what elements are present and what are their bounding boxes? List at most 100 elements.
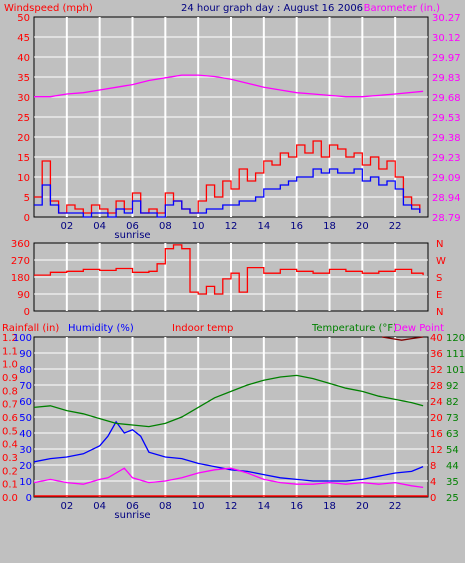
- humidity-y-tick: 20: [19, 461, 32, 472]
- humidity-y-tick: 70: [19, 381, 32, 392]
- temp-f-y-tick: 101: [446, 365, 465, 376]
- barometer-y-tick: 29.38: [432, 133, 461, 144]
- rain-y-tick: 1.1: [2, 346, 18, 357]
- x-tick-label: 14: [257, 221, 270, 232]
- rain-y-tick: 0.1: [2, 480, 18, 491]
- barometer-y-tick: 29.97: [432, 53, 461, 64]
- rain-y-tick: 0.8: [2, 386, 18, 397]
- x-tick-label: 08: [159, 221, 172, 232]
- wind-y-tick: 15: [17, 153, 30, 164]
- x-tick-label: 02: [60, 221, 73, 232]
- wind-y-tick: 0: [24, 213, 30, 224]
- x-tick-label: 20: [356, 501, 369, 512]
- x-tick-label: 12: [225, 221, 238, 232]
- temp-f-y-tick: 35: [446, 477, 459, 488]
- barometer-y-tick: 28.79: [432, 213, 461, 224]
- humidity-y-tick: 80: [19, 365, 32, 376]
- temp-c-y-tick: 16: [430, 429, 443, 440]
- humidity-y-tick: 30: [19, 445, 32, 456]
- sunrise-label: sunrise: [114, 510, 150, 521]
- temp-c-y-tick: 36: [430, 349, 443, 360]
- x-tick-label: 20: [356, 221, 369, 232]
- x-tick-label: 08: [159, 501, 172, 512]
- temp-c-y-tick: 12: [430, 445, 443, 456]
- temp-c-y-tick: 28: [430, 381, 443, 392]
- temp-c-y-tick: 24: [430, 397, 443, 408]
- x-tick-label: 06: [126, 501, 139, 512]
- barometer-y-tick: 30.27: [432, 13, 461, 24]
- wind-y-tick: 5: [24, 193, 30, 204]
- barometer-y-tick: 28.94: [432, 193, 461, 204]
- legend-humidity: Humidity (%): [68, 323, 134, 334]
- x-tick-label: 18: [323, 221, 336, 232]
- direction-y-tick: 360: [11, 239, 30, 250]
- grid-lines: [34, 17, 428, 497]
- x-tick-label: 04: [93, 501, 106, 512]
- legend-indoor-temp: Indoor temp: [172, 323, 233, 334]
- x-tick-label: 22: [389, 221, 402, 232]
- wind-y-tick: 45: [17, 33, 30, 44]
- barometer-in-line: [34, 74, 424, 98]
- x-tick-label: 06: [126, 221, 139, 232]
- temp-c-y-tick: 32: [430, 365, 443, 376]
- compass-y-tick: E: [436, 290, 442, 301]
- rain-y-tick: 0.4: [2, 440, 18, 451]
- x-tick-label: 10: [192, 501, 205, 512]
- x-tick-label: 16: [290, 501, 303, 512]
- temp-f-y-tick: 54: [446, 445, 459, 456]
- direction-y-tick: 180: [11, 273, 30, 284]
- x-tick-label: 10: [192, 221, 205, 232]
- humidity-y-tick: 0: [26, 493, 32, 504]
- dew-point-line: [381, 336, 424, 341]
- wind-y-tick: 30: [17, 93, 30, 104]
- temp-c-y-tick: 4: [430, 477, 436, 488]
- barometer-y-tick: 29.09: [432, 173, 461, 184]
- temp-c-y-tick: 20: [430, 413, 443, 424]
- direction-y-tick: 90: [17, 290, 30, 301]
- x-tick-label: 16: [290, 221, 303, 232]
- temperature-f-line: [33, 374, 424, 428]
- compass-y-tick: N: [436, 307, 443, 318]
- wind-y-tick: 25: [17, 113, 30, 124]
- wind-y-tick: 10: [17, 173, 30, 184]
- barometer-y-tick: 29.83: [432, 73, 461, 84]
- x-tick-label: 04: [93, 221, 106, 232]
- windspeed-title: Windspeed (mph): [4, 3, 93, 14]
- humidity-y-tick: 10: [19, 477, 32, 488]
- indoor-temp-line: [33, 467, 424, 489]
- temp-f-y-tick: 111: [446, 349, 465, 360]
- wind-y-tick: 40: [17, 53, 30, 64]
- barometer-title: Barometer (in.): [364, 3, 440, 14]
- wind-y-tick: 35: [17, 73, 30, 84]
- humidity-line: [33, 420, 424, 482]
- average-windspeed-line: [34, 168, 421, 218]
- temp-c-y-tick: 0: [430, 493, 436, 504]
- windspeed-mph-line: [34, 140, 421, 214]
- x-tick-label: 14: [257, 501, 270, 512]
- rain-y-tick: 0.5: [2, 426, 18, 437]
- series-layer: [33, 74, 428, 497]
- temp-f-y-tick: 120: [446, 333, 465, 344]
- graph-title: 24 hour graph day : August 16 2006: [181, 3, 363, 14]
- barometer-y-tick: 29.68: [432, 93, 461, 104]
- humidity-y-tick: 50: [19, 413, 32, 424]
- wind-direction-line: [34, 244, 424, 295]
- rain-y-tick: 0.7: [2, 400, 18, 411]
- temp-c-y-tick: 40: [430, 333, 443, 344]
- wind-y-tick: 20: [17, 133, 30, 144]
- direction-y-tick: 270: [11, 256, 30, 267]
- rain-y-tick: 1.0: [2, 360, 18, 371]
- barometer-y-tick: 29.23: [432, 153, 461, 164]
- wind-y-tick: 50: [17, 13, 30, 24]
- legend-rainfall: Rainfall (in): [2, 323, 59, 334]
- humidity-y-tick: 40: [19, 429, 32, 440]
- direction-y-tick: 0: [24, 307, 30, 318]
- barometer-y-tick: 29.53: [432, 113, 461, 124]
- temp-f-y-tick: 44: [446, 461, 459, 472]
- rain-y-tick: 0.9: [2, 373, 18, 384]
- temp-f-y-tick: 82: [446, 397, 459, 408]
- x-tick-label: 18: [323, 501, 336, 512]
- humidity-y-tick: 90: [19, 349, 32, 360]
